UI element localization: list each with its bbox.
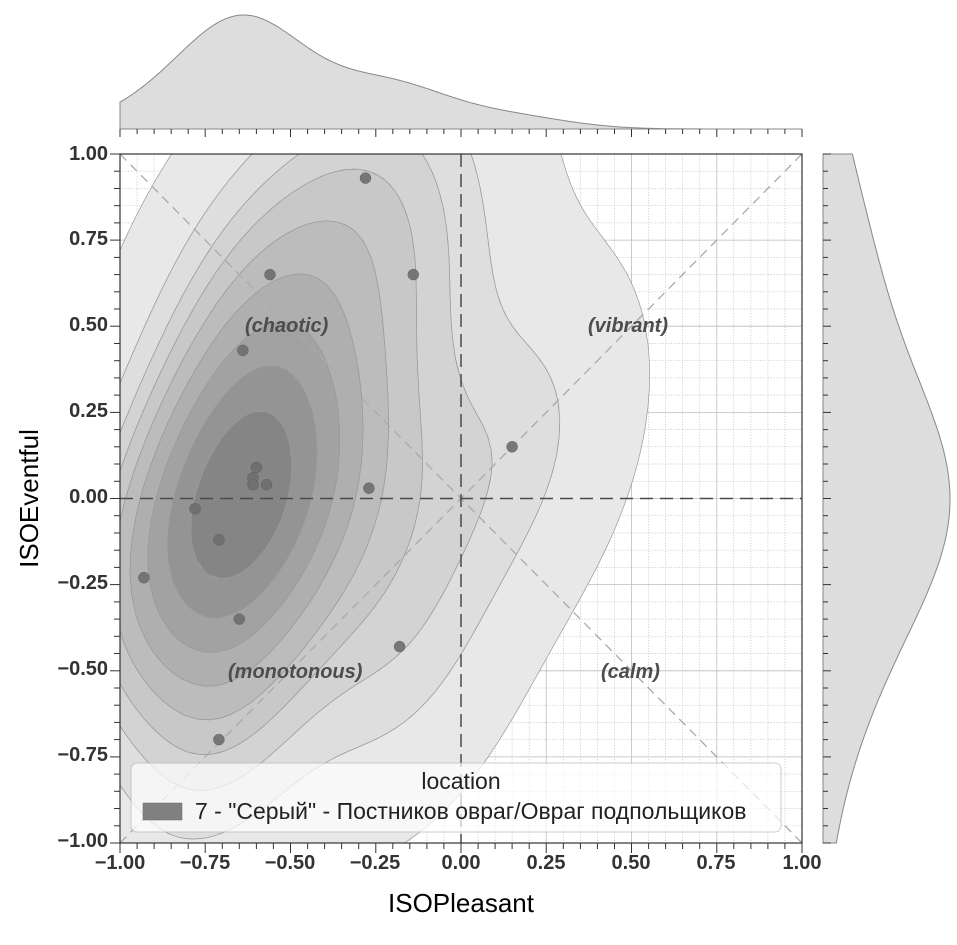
- svg-text:−1.00: −1.00: [57, 830, 108, 852]
- svg-text:−0.25: −0.25: [57, 572, 108, 594]
- svg-text:−0.75: −0.75: [180, 852, 231, 874]
- svg-text:0.75: 0.75: [69, 228, 108, 250]
- svg-text:−0.25: −0.25: [350, 852, 401, 874]
- svg-text:(calm): (calm): [601, 661, 660, 683]
- svg-text:7 - "Серый" - Постников овраг/: 7 - "Серый" - Постников овраг/Овраг подп…: [195, 798, 746, 824]
- svg-text:−0.75: −0.75: [57, 744, 108, 766]
- svg-text:ISOEventful: ISOEventful: [14, 429, 44, 568]
- svg-text:(monotonous): (monotonous): [228, 661, 363, 683]
- svg-text:0.75: 0.75: [697, 852, 736, 874]
- svg-text:1.00: 1.00: [69, 143, 108, 165]
- svg-text:1.00: 1.00: [783, 852, 822, 874]
- svg-text:0.00: 0.00: [69, 486, 108, 508]
- svg-text:0.50: 0.50: [612, 852, 651, 874]
- svg-text:(chaotic): (chaotic): [245, 315, 329, 337]
- svg-text:−0.50: −0.50: [265, 852, 316, 874]
- svg-text:(vibrant): (vibrant): [588, 315, 668, 337]
- svg-text:0.25: 0.25: [527, 852, 566, 874]
- svg-text:−0.50: −0.50: [57, 658, 108, 680]
- svg-text:0.25: 0.25: [69, 400, 108, 422]
- svg-text:location: location: [421, 768, 500, 794]
- svg-text:ISOPleasant: ISOPleasant: [388, 888, 535, 918]
- svg-text:0.50: 0.50: [69, 314, 108, 336]
- svg-text:−1.00: −1.00: [95, 852, 146, 874]
- svg-text:0.00: 0.00: [442, 852, 481, 874]
